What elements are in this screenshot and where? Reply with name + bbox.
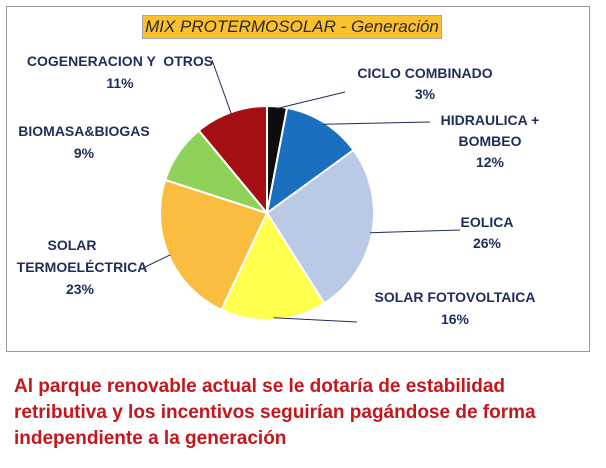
leader-line — [273, 317, 358, 323]
leader-line — [142, 254, 171, 269]
slice-name-cogeneracion: COGENERACION Y OTROS — [27, 53, 213, 69]
slice-name-fotovoltaica: SOLAR FOTOVOLTAICA — [375, 289, 536, 305]
leader-line — [370, 229, 461, 234]
chart-title: MIX PROTERMOSOLAR - Generación — [142, 15, 442, 39]
leader-line — [211, 59, 232, 115]
slice-name-ciclo-combinado: CICLO COMBINADO — [357, 65, 492, 81]
slice-pct-ciclo-combinado: 3% — [415, 86, 436, 102]
leader-line — [323, 121, 431, 125]
pie-chart: CICLO COMBINADO 3% HIDRAULICA + BOMBEO 1… — [17, 53, 540, 327]
slice-name-eolica: EOLICA — [461, 214, 514, 230]
slice-name-biomasa: BIOMASA&BIOGAS — [18, 123, 149, 139]
leader-line — [276, 91, 346, 109]
slice-pct-cogeneracion: 11% — [106, 75, 134, 91]
slice-name-termoelectrica-line2: TERMOELÉCTRICA — [17, 259, 148, 275]
slice-pct-biomasa: 9% — [74, 145, 95, 161]
slice-name-hidraulica-line1: HIDRAULICA + — [441, 112, 540, 128]
pie-slice-solar-fotovoltaica — [220, 210, 326, 321]
slice-pct-fotovoltaica: 16% — [441, 311, 470, 327]
caption-text: Al parque renovable actual se le dotaría… — [14, 376, 536, 449]
slice-pct-termoelectrica: 23% — [66, 281, 95, 297]
slice-pct-eolica: 26% — [473, 235, 502, 251]
slice-pct-hidraulica: 12% — [476, 154, 505, 170]
pie-slice-hidraulica-bombeo — [265, 106, 355, 216]
slice-name-termoelectrica-line1: SOLAR — [48, 237, 97, 253]
slice-name-hidraulica-line2: BOMBEO — [459, 133, 522, 149]
